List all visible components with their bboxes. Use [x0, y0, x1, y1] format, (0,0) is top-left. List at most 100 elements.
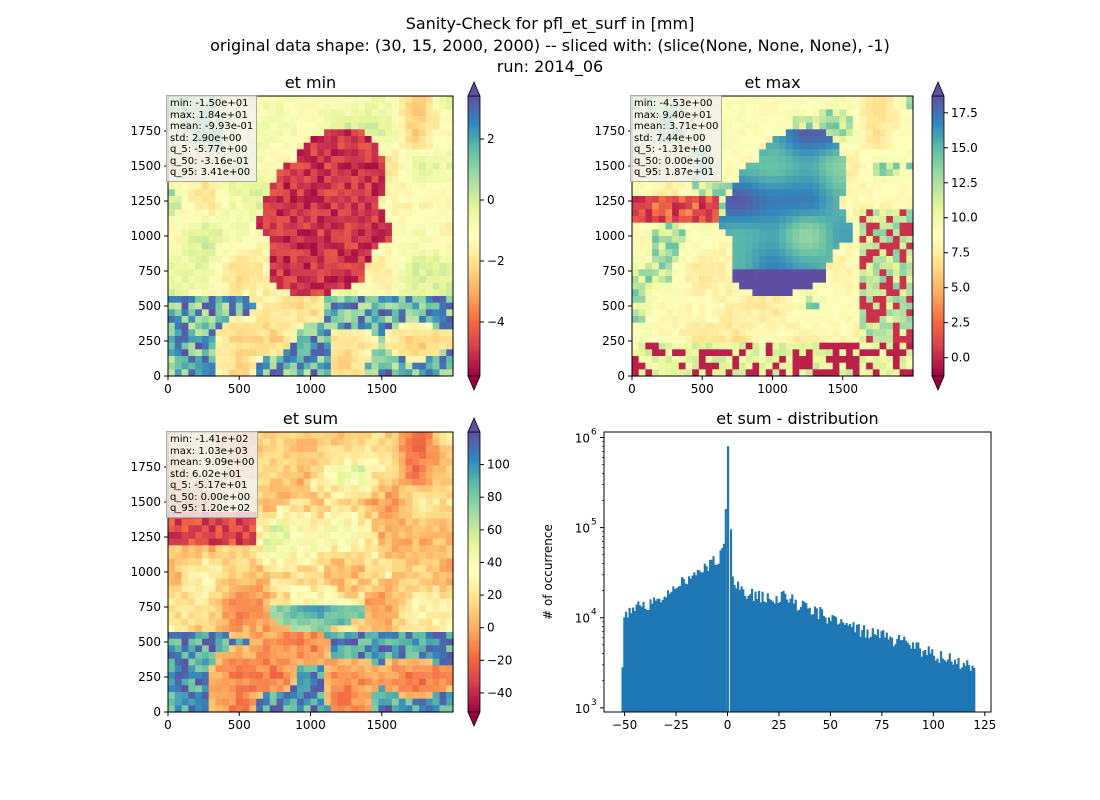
heatmap-cell: [385, 598, 393, 606]
heatmap-cell: [317, 638, 325, 646]
heatmap-cell: [632, 276, 640, 284]
heatmap-cell: [310, 685, 318, 693]
heatmap-cell: [235, 182, 244, 190]
heatmap-cell: [866, 369, 874, 377]
heatmap-cell: [263, 342, 271, 350]
heatmap-cell: [256, 478, 264, 486]
heatmap-cell: [296, 229, 305, 237]
heatmap-cell: [317, 336, 325, 344]
heatmap-cell: [759, 322, 767, 330]
heatmap-cell: [665, 329, 673, 337]
heatmap-cell: [351, 142, 359, 150]
heatmap-cell: [174, 698, 183, 706]
heatmap-cell: [296, 142, 305, 150]
heatmap-cell: [745, 289, 754, 297]
heatmap-cell: [344, 102, 352, 110]
heatmap-cell: [195, 236, 203, 244]
heatmap-cell: [269, 289, 278, 297]
heatmap-cell: [364, 142, 373, 150]
heatmap-cell: [872, 96, 881, 104]
heatmap-cell: [859, 316, 867, 324]
heatmap-cell: [215, 369, 223, 377]
heatmap-cell: [892, 169, 901, 177]
heatmap-cell: [263, 485, 271, 493]
heatmap-cell: [752, 256, 760, 264]
heatmap-cell: [229, 329, 237, 337]
heatmap-cell: [364, 342, 373, 350]
heatmap-cell: [269, 632, 278, 640]
heatmap-cell: [892, 176, 901, 184]
heatmap-cell: [819, 249, 827, 257]
heatmap-cell: [290, 685, 298, 693]
heatmap-cell: [269, 322, 278, 330]
heatmap-cell: [432, 142, 441, 150]
heatmap-cell: [385, 342, 393, 350]
heatmap-cell: [792, 329, 800, 337]
heatmap-cell: [242, 665, 251, 673]
heatmap-cell: [765, 362, 774, 370]
heatmap-cell: [290, 698, 298, 706]
heatmap-cell: [276, 518, 284, 526]
heatmap-cell: [201, 658, 210, 666]
heatmap-cell: [405, 249, 413, 257]
heatmap-cell: [872, 349, 881, 357]
heatmap-cell: [201, 698, 210, 706]
heatmap-cell: [698, 242, 707, 250]
heatmap-cell: [899, 129, 907, 137]
heatmap-cell: [208, 605, 217, 613]
heatmap-cell: [385, 538, 393, 546]
heatmap-cell: [188, 322, 196, 330]
heatmap-cell: [799, 276, 807, 284]
heatmap-cell: [799, 109, 807, 117]
heatmap-cell: [718, 276, 727, 284]
heatmap-cell: [792, 129, 800, 137]
heatmap-cell: [866, 302, 874, 310]
heatmap-cell: [242, 612, 251, 620]
heatmap-cell: [799, 322, 807, 330]
heatmap-cell: [317, 652, 325, 660]
heatmap-cell: [296, 505, 305, 513]
heatmap-cell: [310, 632, 318, 640]
heatmap-cell: [364, 625, 373, 633]
heatmap-cell: [886, 322, 894, 330]
heatmap-cell: [235, 349, 244, 357]
heatmap-cell: [168, 302, 176, 310]
heatmap-cell: [638, 316, 646, 324]
heatmap-cell: [324, 532, 332, 540]
heatmap-cell: [866, 276, 874, 284]
heatmap-cell: [832, 209, 840, 217]
heatmap-cell: [879, 289, 887, 297]
colorbar-tick-label: 12.5: [951, 176, 978, 190]
heatmap-cell: [772, 216, 780, 224]
heatmap-cell: [290, 282, 298, 290]
heatmap-cell: [222, 692, 230, 700]
heatmap-cell: [819, 162, 827, 170]
heatmap-cell: [249, 362, 257, 370]
heatmap-cell: [249, 692, 257, 700]
heatmap-cell: [174, 242, 183, 250]
heatmap-cell: [846, 216, 854, 224]
heatmap-cell: [405, 129, 413, 137]
heatmap-cell: [324, 552, 332, 560]
heatmap-cell: [181, 532, 189, 540]
heatmap-cell: [419, 209, 427, 217]
heatmap-cell: [181, 658, 189, 666]
heatmap-cell: [229, 612, 237, 620]
heatmap-cell: [188, 652, 196, 660]
heatmap-cell: [799, 329, 807, 337]
heatmap-cell: [303, 498, 312, 506]
heatmap-cell: [317, 492, 325, 500]
heatmap-cell: [839, 216, 847, 224]
heatmap-cell: [249, 369, 257, 377]
heatmap-cell: [337, 262, 346, 270]
heatmap-cell: [725, 309, 733, 317]
heatmap-cell: [772, 136, 780, 144]
heatmap-cell: [812, 136, 820, 144]
heatmap-cell: [638, 276, 646, 284]
heatmap-cell: [439, 329, 447, 337]
heatmap-cell: [324, 445, 332, 453]
heatmap-cell: [229, 276, 237, 284]
heatmap-cell: [638, 296, 646, 304]
heatmap-cell: [385, 116, 393, 124]
heatmap-cell: [276, 369, 284, 377]
